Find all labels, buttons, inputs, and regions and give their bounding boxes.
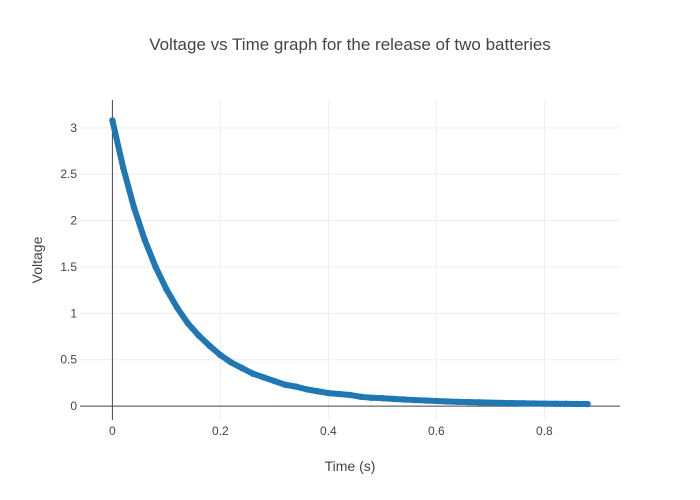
x-tick-labels: 0 0.2 0.4 0.6 0.8	[109, 424, 553, 438]
data-point	[465, 398, 472, 406]
data-point	[541, 400, 548, 407]
y-gridlines	[80, 127, 620, 361]
data-point	[368, 394, 375, 401]
data-point	[271, 377, 278, 385]
data-point	[530, 400, 537, 407]
data-point	[552, 400, 559, 407]
x-axis-title: Time (s)	[325, 458, 376, 474]
x-tick-label: 0.4	[320, 424, 337, 438]
y-tick-label: 2	[70, 214, 77, 228]
data-point	[249, 370, 256, 377]
data-point	[336, 390, 343, 398]
y-tick-label: 3	[70, 121, 77, 135]
data-point	[282, 381, 289, 388]
data-point	[400, 396, 408, 403]
data-point	[519, 400, 526, 407]
data-point	[346, 391, 354, 399]
data-point	[454, 398, 462, 406]
data-point	[120, 164, 127, 171]
data-point	[141, 236, 148, 244]
y-axis-title: Voltage	[29, 236, 45, 283]
data-point	[433, 397, 440, 405]
y-tick-labels: 0 0.5 1 1.5 2 2.5 3	[60, 121, 77, 413]
y-tick-label: 1.5	[60, 260, 77, 274]
x-tick-label: 0.2	[212, 424, 229, 438]
chart-title: Voltage vs Time graph for the release of…	[149, 35, 551, 54]
data-point	[562, 400, 570, 408]
data-point	[292, 383, 300, 390]
data-point	[411, 396, 418, 404]
data-point	[260, 374, 267, 381]
data-point	[195, 332, 202, 339]
data-point	[228, 359, 235, 366]
data-point	[573, 400, 580, 408]
data-point	[508, 399, 516, 407]
data-point	[130, 204, 138, 211]
data-point	[109, 117, 116, 124]
data-point	[379, 395, 386, 402]
series-line	[109, 117, 591, 408]
y-tick-label: 0	[70, 399, 77, 413]
y-tick-label: 1	[70, 306, 77, 320]
x-tick-label: 0.6	[428, 424, 445, 438]
plot-area	[109, 117, 591, 408]
data-point	[217, 351, 224, 359]
data-point	[584, 400, 591, 408]
data-point	[357, 393, 364, 401]
data-point	[238, 364, 246, 372]
data-point	[303, 386, 310, 393]
data-point	[174, 304, 181, 311]
data-point	[314, 388, 321, 395]
data-point	[184, 320, 192, 327]
x-gridlines	[219, 100, 545, 420]
x-tick-label: 0.8	[536, 424, 553, 438]
data-point	[487, 399, 494, 406]
data-point	[163, 286, 170, 293]
data-point	[390, 395, 397, 403]
y-tick-label: 0.5	[60, 353, 77, 367]
data-point	[498, 399, 505, 407]
data-point	[444, 398, 451, 405]
data-point	[422, 397, 429, 404]
x-tick-label: 0	[109, 424, 116, 438]
data-point	[152, 263, 159, 271]
data-point	[325, 389, 332, 397]
data-point	[476, 399, 483, 406]
data-point	[206, 342, 213, 349]
y-tick-label: 2.5	[60, 167, 77, 181]
